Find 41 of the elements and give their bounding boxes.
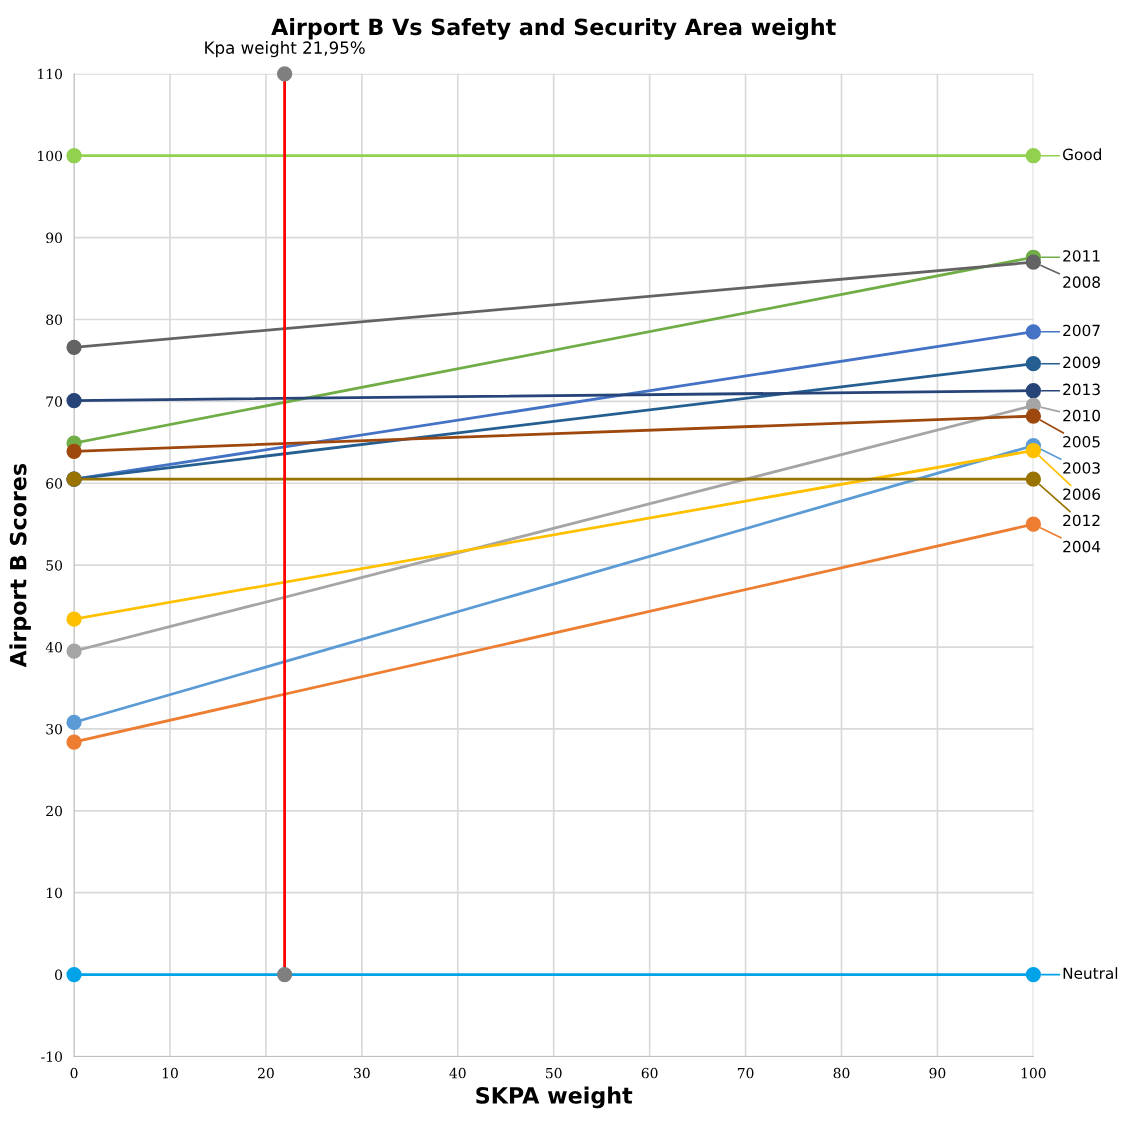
- x-tick-label: 0: [70, 1067, 78, 1079]
- y-tick-label: 70: [46, 396, 63, 407]
- y-tick-label: 90: [46, 232, 63, 244]
- text: 2012: [1063, 514, 1100, 527]
- x-tick-label: 10: [162, 1067, 178, 1079]
- text: 2006: [1063, 488, 1101, 500]
- y-tick-label: 0: [55, 969, 63, 981]
- legend-label: 2010: [1063, 409, 1101, 422]
- x-tick-label: 50: [546, 1067, 562, 1079]
- x-tick-label: 30: [354, 1067, 370, 1079]
- legend-label: 2009: [1063, 356, 1100, 369]
- y-tick-label: 60: [46, 478, 63, 489]
- series-label: 2003: [1063, 462, 1100, 474]
- legend-label: 2013: [1063, 383, 1100, 396]
- y-tick-label: -10: [41, 1051, 63, 1062]
- y-tick-label: 40: [45, 642, 63, 653]
- y-tick-label: 30: [46, 723, 63, 735]
- x-tick-label: 100: [1021, 1067, 1046, 1079]
- chart-title: Airport B Vs Safety and Security Area weight: [271, 18, 836, 40]
- legend-label: Good: [1063, 148, 1101, 161]
- series-label: 2008: [1063, 276, 1100, 288]
- series-label: Kpa weight 21,95%: [205, 41, 365, 58]
- series-label: 2005: [1063, 436, 1100, 448]
- y-tick-label: 110: [38, 68, 63, 80]
- legend-label: 2007: [1063, 324, 1100, 337]
- x-tick-label: 90: [929, 1067, 946, 1079]
- x-tick-label: 70: [737, 1067, 754, 1079]
- x-tick-label: 20: [258, 1067, 274, 1079]
- y-tick-label: 100: [38, 150, 63, 162]
- series-label: 2004: [1063, 540, 1101, 553]
- y-tick-label: 50: [46, 560, 63, 571]
- x-axis-title: SKPA weight: [476, 1086, 633, 1109]
- x-tick-label: 60: [641, 1067, 658, 1079]
- legend-label: Neutral: [1063, 967, 1118, 980]
- y-tick-label: 80: [46, 314, 63, 325]
- legend-label: 2011: [1063, 250, 1100, 262]
- y-axis-title: Airport B Scores: [9, 463, 31, 668]
- y-tick-label: 20: [46, 805, 63, 817]
- x-tick-label: 80: [833, 1067, 850, 1079]
- x-tick-label: 40: [449, 1067, 466, 1079]
- y-tick-label: 10: [46, 887, 63, 899]
